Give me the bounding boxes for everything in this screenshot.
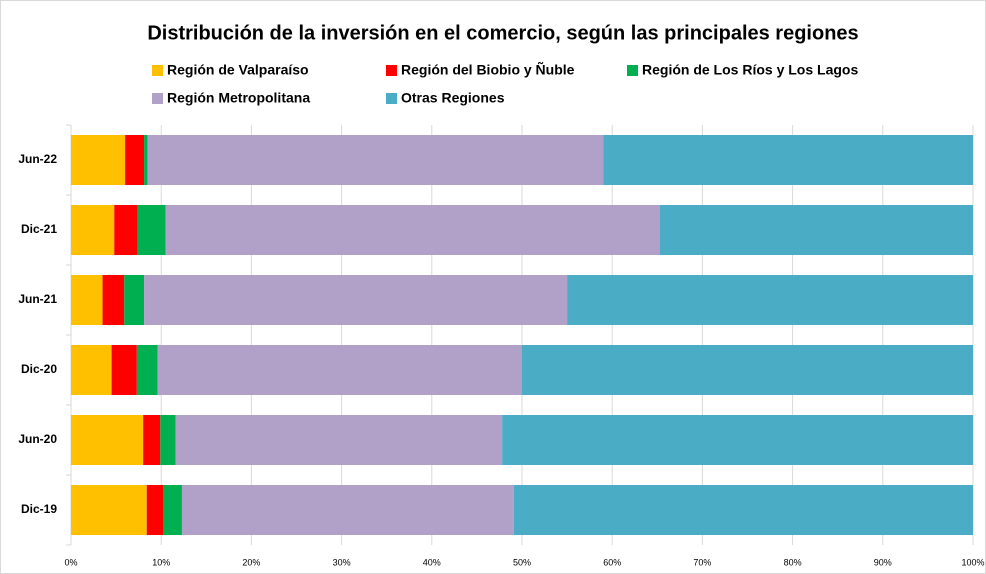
bar-segment — [144, 275, 568, 325]
y-tick-label: Jun-22 — [18, 152, 57, 166]
legend-swatch — [386, 65, 397, 76]
bar-segment — [71, 275, 103, 325]
legend-label: Otras Regiones — [401, 90, 505, 106]
bar-segment — [71, 205, 115, 255]
bar-segment — [71, 135, 126, 185]
bar-segment — [102, 275, 125, 325]
bar-segment — [157, 345, 523, 395]
x-tick-label: 100% — [961, 557, 984, 567]
x-tick-label: 40% — [423, 557, 441, 567]
x-tick-label: 70% — [693, 557, 711, 567]
x-tick-label: 80% — [784, 557, 802, 567]
bar-segment — [567, 275, 973, 325]
bar-segment — [603, 135, 973, 185]
x-tick-label: 0% — [64, 557, 77, 567]
bar-segment — [144, 135, 148, 185]
x-tick-label: 10% — [152, 557, 170, 567]
bar-segment — [143, 415, 161, 465]
bar-segment — [522, 345, 973, 395]
legend-label: Región de Los Ríos y Los Lagos — [642, 62, 858, 78]
bar-segment — [125, 135, 145, 185]
legend-swatch — [152, 93, 163, 104]
legend-swatch — [386, 93, 397, 104]
bar-segment — [513, 485, 973, 535]
bar-segment — [136, 345, 158, 395]
y-tick-label: Dic-21 — [21, 222, 57, 236]
y-tick-label: Dic-20 — [21, 362, 57, 376]
legend-label: Región de Valparaíso — [167, 62, 309, 78]
bar-segment — [502, 415, 973, 465]
x-tick-label: 20% — [242, 557, 260, 567]
bar-segment — [147, 135, 604, 185]
bar-segment — [71, 415, 144, 465]
bar-segment — [160, 415, 176, 465]
x-tick-label: 90% — [874, 557, 892, 567]
bar-segment — [181, 485, 514, 535]
bar-segment — [163, 485, 182, 535]
bar-segment — [71, 485, 147, 535]
bar-segment — [146, 485, 164, 535]
legend-swatch — [152, 65, 163, 76]
x-tick-label: 50% — [513, 557, 531, 567]
chart-title: Distribución de la inversión en el comer… — [147, 22, 858, 44]
bar-segment — [114, 205, 138, 255]
bar-segment — [71, 345, 112, 395]
x-tick-label: 30% — [333, 557, 351, 567]
legend-swatch — [627, 65, 638, 76]
y-tick-label: Jun-21 — [18, 292, 57, 306]
bar-segment — [175, 415, 503, 465]
bar-segment — [660, 205, 973, 255]
legend-label: Región Metropolitana — [167, 90, 310, 106]
bar-segment — [165, 205, 661, 255]
x-tick-label: 60% — [603, 557, 621, 567]
y-tick-label: Jun-20 — [18, 432, 57, 446]
bar-segment — [111, 345, 137, 395]
legend-label: Región del Biobio y Ñuble — [401, 61, 575, 78]
y-tick-label: Dic-19 — [21, 502, 57, 516]
bar-segment — [137, 205, 166, 255]
bar-segment — [124, 275, 145, 325]
